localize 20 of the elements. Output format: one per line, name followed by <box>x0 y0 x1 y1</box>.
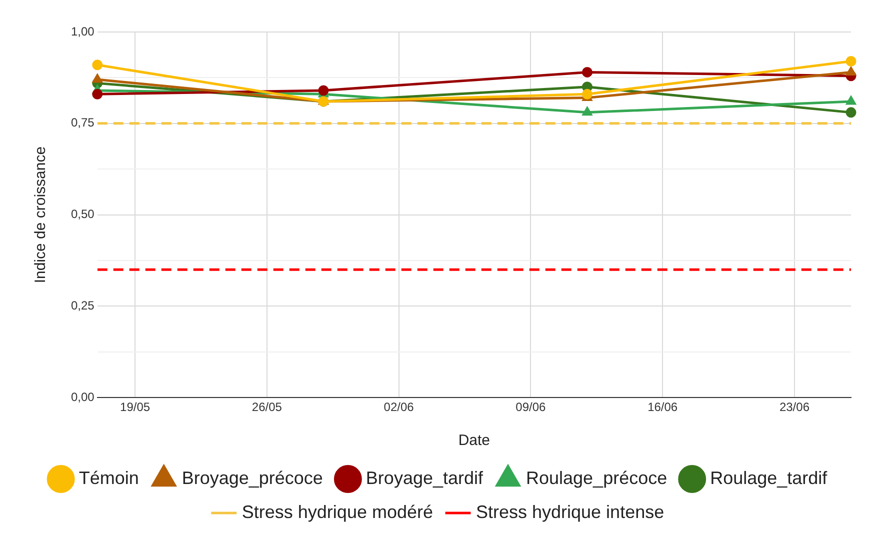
legend-label: Témoin <box>78 468 139 488</box>
legend-label: Roulage_tardif <box>710 468 828 488</box>
y-tick-label: 0,00 <box>70 390 95 404</box>
legend-label: Stress hydrique modéré <box>242 502 433 522</box>
y-tick-label: 1,00 <box>70 24 95 38</box>
x-tick-label: 09/06 <box>516 400 546 414</box>
x-axis-title: Date <box>458 432 490 450</box>
y-axis-title: Indice de croissance <box>32 146 50 284</box>
y-tick-label: 0,75 <box>70 116 95 130</box>
x-tick-label: 02/06 <box>384 400 414 414</box>
x-tick-label: 16/06 <box>648 400 678 414</box>
y-tick-label: 0,50 <box>70 207 95 222</box>
legend-label: Roulage_précoce <box>526 468 668 488</box>
x-tick-label: 26/05 <box>252 400 282 414</box>
legend-label: Broyage_précoce <box>182 468 323 488</box>
x-tick-label: 23/06 <box>779 400 810 414</box>
legend-label: Broyage_tardif <box>366 468 484 488</box>
y-tick-label: 0,25 <box>70 298 95 313</box>
legend-label: Stress hydrique intense <box>476 502 664 522</box>
x-tick-label: 19/05 <box>120 400 150 414</box>
